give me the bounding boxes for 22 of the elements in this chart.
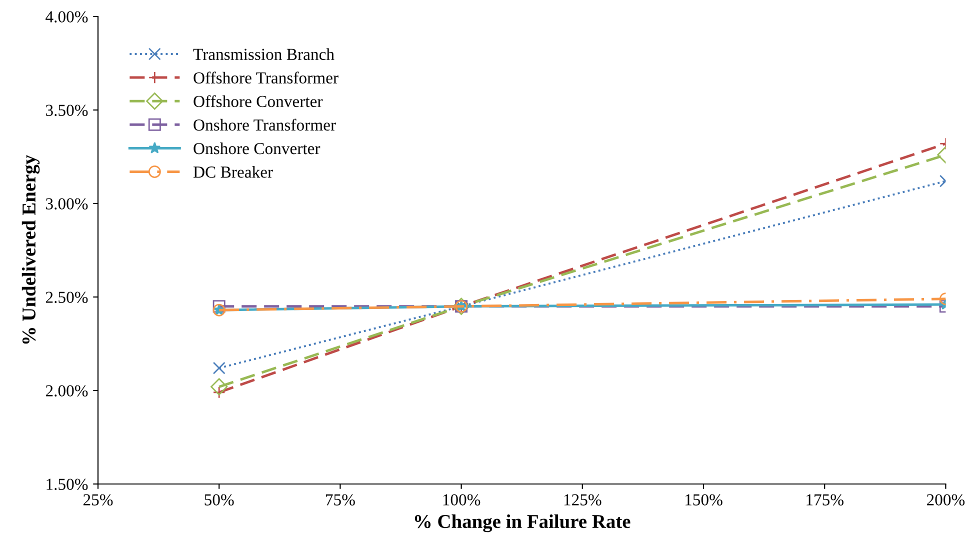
x-tick-label: 75% bbox=[326, 494, 355, 506]
legend-label: Offshore Transformer bbox=[194, 72, 338, 84]
x-tick-label: 200% bbox=[926, 494, 965, 506]
x-tick-label: 25% bbox=[83, 494, 113, 506]
x-axis-title: % Change in Failure Rate bbox=[414, 514, 630, 532]
legend-label: Transmission Branch bbox=[193, 48, 334, 60]
legend-label: Onshore Converter bbox=[194, 142, 320, 154]
legend-label: Offshore Converter bbox=[194, 95, 323, 108]
legend-label: DC Breaker bbox=[193, 166, 273, 178]
x-tick-label: 50% bbox=[204, 494, 234, 506]
y-tick-label: 4.00% bbox=[46, 11, 88, 23]
y-tick-label: 2.50% bbox=[46, 292, 88, 304]
x-tick-label: 100% bbox=[443, 494, 480, 506]
x-tick-label: 150% bbox=[686, 494, 722, 506]
y-tick-label: 3.00% bbox=[46, 198, 88, 210]
x-tick-label: 175% bbox=[806, 494, 844, 506]
y-axis-title: % Undelivered Energy bbox=[22, 155, 40, 344]
x-tick-label: 125% bbox=[564, 494, 602, 506]
y-tick-label: 3.50% bbox=[46, 104, 88, 116]
y-tick-label: 2.00% bbox=[46, 385, 88, 397]
y-tick-label: 1.50% bbox=[46, 478, 88, 490]
legend-label: Onshore Transformer bbox=[194, 118, 336, 131]
